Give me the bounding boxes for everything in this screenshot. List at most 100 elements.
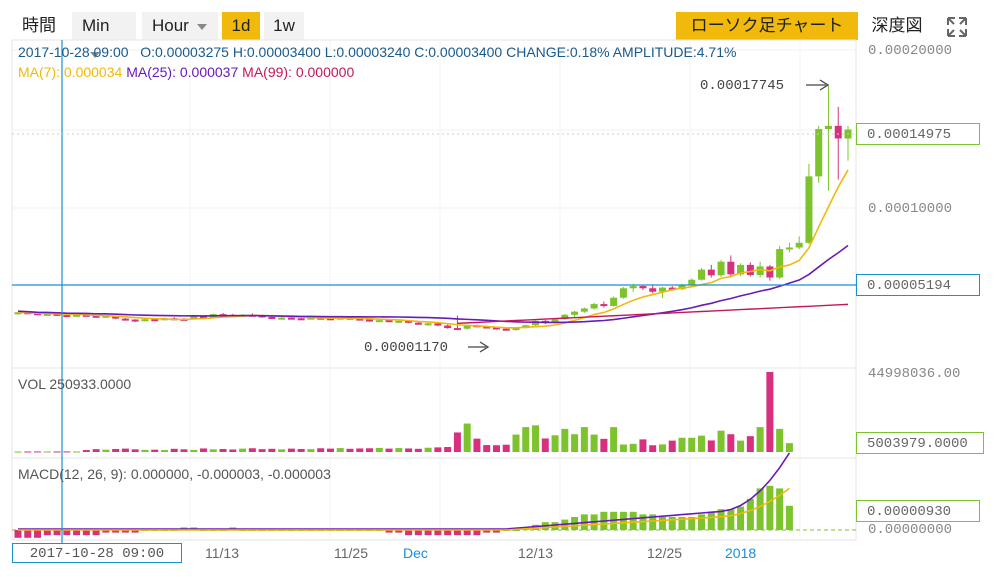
interval-1d-button[interactable]: 1d: [222, 12, 260, 40]
volume-bar: [492, 445, 500, 452]
candle-body: [102, 315, 110, 318]
macd-bar: [473, 530, 481, 536]
candle-body: [287, 317, 295, 320]
time-tick-4: 12/13: [518, 545, 554, 561]
volume-bar: [317, 448, 325, 452]
volume-bar: [434, 447, 442, 452]
candle-body: [785, 247, 793, 250]
candle-body: [805, 176, 813, 243]
expand-icon[interactable]: [944, 14, 970, 40]
candle-body: [63, 315, 71, 318]
macd-current-tag: 0.00000930: [856, 500, 980, 522]
ohlc-close: C:0.00003400: [414, 44, 503, 60]
candle-body: [824, 125, 832, 129]
volume-bar: [785, 443, 793, 452]
volume-bar: [727, 434, 735, 452]
macd-dea-line: [18, 487, 790, 531]
volume-bar: [522, 427, 530, 452]
candle-body: [268, 317, 276, 320]
volume-bar: [405, 448, 413, 452]
candle-body: [141, 319, 149, 322]
candle-body: [502, 328, 510, 331]
candle-body: [717, 261, 725, 276]
candle-body: [414, 322, 422, 325]
candlestick-chart-button[interactable]: ローソク足チャート: [676, 12, 858, 40]
volume-bar: [102, 449, 110, 452]
candle-body: [200, 316, 208, 319]
macd-bar: [131, 530, 139, 533]
ma25-line: [17, 244, 849, 324]
volume-bar: [219, 448, 227, 452]
volume-bar: [14, 451, 22, 453]
volume-bar: [297, 448, 305, 452]
candle-body: [551, 319, 559, 324]
volume-bar: [600, 438, 608, 452]
macd-bar: [649, 514, 657, 530]
volume-bar: [502, 444, 510, 452]
macd-bar: [121, 530, 129, 533]
macd-bar: [92, 530, 100, 536]
candle-body: [190, 316, 198, 320]
volume-bar: [649, 445, 657, 452]
macd-bar: [727, 509, 735, 530]
hour-dropdown[interactable]: Hour: [142, 12, 218, 40]
macd-bar: [688, 517, 696, 530]
chevron-down-icon: [90, 51, 100, 58]
candle-body: [815, 129, 823, 177]
volume-bar: [268, 448, 276, 452]
volume-bar: [463, 423, 471, 452]
moving-average-lines: [17, 169, 849, 329]
volume-bar: [24, 451, 32, 453]
volume-bars: [14, 372, 793, 453]
candle-body: [121, 318, 129, 321]
macd-bar: [405, 530, 413, 536]
macd-bar: [43, 530, 51, 536]
time-label: 時間: [22, 16, 56, 35]
volume-bar: [639, 439, 647, 452]
volume-bar: [707, 440, 715, 452]
macd-bar: [112, 530, 120, 533]
volume-bar: [551, 435, 559, 452]
candle-body: [629, 286, 637, 289]
candle-body: [424, 323, 432, 326]
macd-bar: [73, 530, 81, 536]
volume-bar: [561, 428, 569, 452]
macd-bar: [34, 530, 42, 538]
candle-body: [658, 287, 666, 292]
volume-bar: [141, 449, 149, 452]
volume-bar: [756, 427, 764, 452]
time-tick-5: 12/25: [647, 545, 683, 561]
macd-bar: [53, 530, 61, 536]
candle-body: [73, 314, 81, 317]
volume-bar: [668, 440, 676, 452]
volume-bar: [131, 449, 139, 452]
volume-bar: [200, 448, 208, 452]
volume-bar: [82, 450, 90, 452]
candle-body: [444, 325, 452, 329]
candle-body: [395, 320, 403, 323]
macd-bar: [483, 530, 491, 533]
macd-bar: [102, 530, 110, 533]
ma-info: MA(7): 0.000034 MA(25): 0.000037 MA(99):…: [18, 64, 354, 80]
interval-1w-button[interactable]: 1w: [264, 12, 304, 40]
volume-bar: [336, 448, 344, 452]
candle-body: [600, 304, 608, 307]
depth-chart-button[interactable]: 深度図: [862, 12, 932, 40]
candle-body: [619, 288, 627, 298]
candle-body: [366, 319, 374, 322]
min-dropdown[interactable]: Min: [72, 12, 136, 58]
macd-bar: [395, 530, 403, 533]
volume-bar: [248, 448, 256, 452]
volume-bar: [766, 372, 774, 452]
candle-body: [639, 286, 647, 289]
volume-bar: [571, 434, 579, 452]
volume-bar: [229, 449, 237, 452]
volume-bar: [346, 448, 354, 452]
ohlc-high: H:0.00003400: [232, 44, 321, 60]
macd-bar: [385, 530, 393, 533]
volume-bar: [73, 451, 81, 453]
time-tick-3: Dec: [403, 545, 428, 561]
macd-bar: [707, 511, 715, 530]
high-marker-label: 0.00017745: [700, 78, 785, 94]
